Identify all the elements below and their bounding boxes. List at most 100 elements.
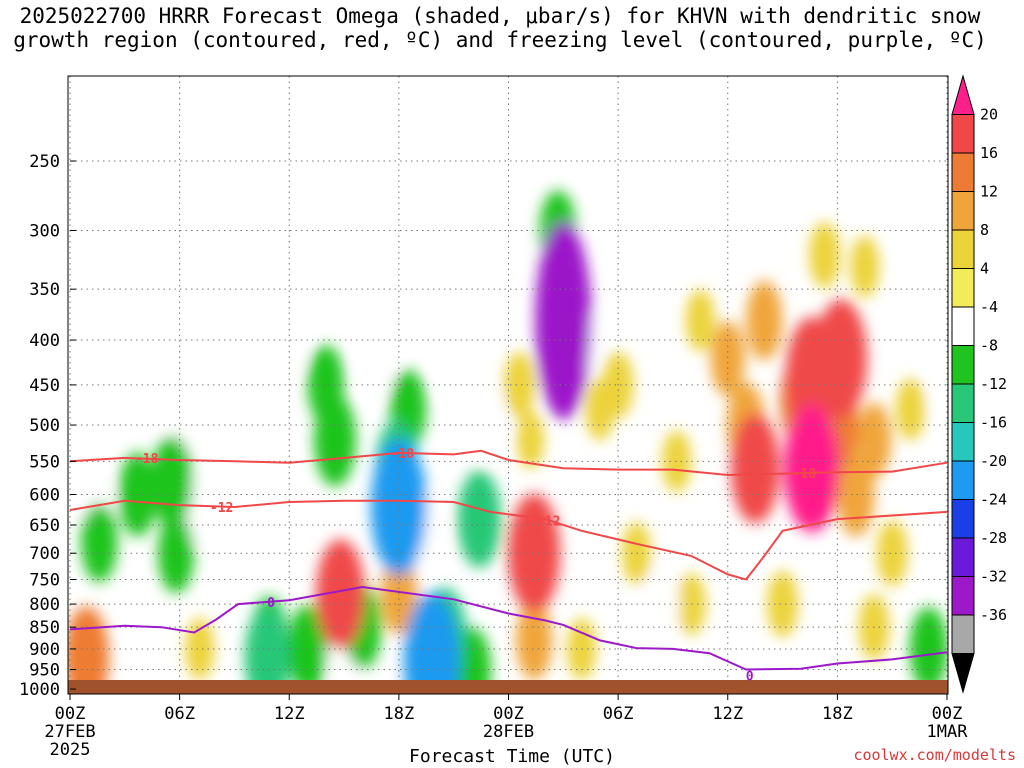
omega-cell: [850, 235, 880, 298]
y-tick-label: 550: [29, 452, 60, 472]
colorbar-band: [951, 499, 975, 539]
omega-cell: [438, 334, 470, 401]
colorbar-band: [951, 152, 975, 192]
omega-cell: [316, 539, 365, 650]
omega-cell: [244, 606, 290, 694]
chart-title: 2025022700 HRRR Forecast Omega (shaded, …: [0, 4, 1000, 52]
colorbar-band: [951, 383, 975, 423]
omega-cell: [151, 435, 194, 528]
colorbar-label: -12: [980, 375, 1007, 393]
y-tick-label: 600: [29, 485, 60, 505]
colorbar-label: 4: [980, 260, 989, 278]
y-tick-label: 450: [29, 376, 60, 396]
x-tick-label: 12Z: [274, 704, 305, 724]
y-tick-label: 850: [29, 618, 60, 638]
omega-cell: [535, 221, 592, 420]
x-tick-label: 18Z: [384, 704, 415, 724]
omega-cell: [746, 280, 783, 361]
contour-label: 0: [746, 670, 754, 685]
y-tick-label: 350: [29, 280, 60, 300]
colorbar-band: [951, 614, 975, 654]
contour-label: -12: [210, 501, 233, 516]
omega-cell: [370, 438, 427, 576]
x-tick-date: 28FEB: [483, 722, 534, 742]
omega-cell: [81, 502, 118, 582]
omega-cell: [255, 255, 287, 323]
colorbar-band: [951, 576, 975, 616]
colorbar-label: 16: [980, 144, 998, 162]
colorbar-label: 8: [980, 221, 989, 239]
x-tick-label: 00Z: [932, 704, 963, 724]
y-tick-label: 500: [29, 416, 60, 436]
omega-cell: [120, 325, 152, 392]
omega-cell: [185, 617, 215, 680]
omega-cell: [767, 570, 798, 638]
omega-cell: [504, 351, 535, 419]
contour-dgz-minus18: [69, 449, 948, 477]
colorbar-label: -32: [980, 568, 1007, 586]
omega-cell: [118, 452, 157, 537]
colorbar-band: [951, 460, 975, 500]
chart-title-line-1: 2025022700 HRRR Forecast Omega (shaded, …: [19, 4, 981, 28]
omega-cell: [457, 470, 501, 568]
colorbar-label: -20: [980, 452, 1007, 470]
x-tick-date: 27FEB: [44, 722, 95, 742]
contour-dgz-minus12: [69, 499, 948, 581]
colorbar-label: -28: [980, 529, 1007, 547]
colorbar-label: -16: [980, 414, 1007, 432]
contour-label: 0: [267, 596, 275, 611]
y-tick-label: 950: [29, 661, 60, 681]
colorbar-band: [951, 229, 975, 269]
omega-cell: [836, 452, 875, 537]
x-tick-label: 00Z: [493, 704, 524, 724]
colorbar-band: [951, 345, 975, 385]
colorbar-label: -36: [980, 606, 1007, 624]
credit-text: coolwx.com/modelts: [853, 746, 1016, 764]
colorbar-band: [951, 268, 975, 308]
y-tick-label: 900: [29, 640, 60, 660]
omega-cell: [516, 411, 545, 469]
y-tick-label: 1000: [19, 680, 60, 700]
colorbar-band: [951, 537, 975, 577]
y-tick-label: 250: [29, 152, 60, 172]
x-axis-label: Forecast Time (UTC): [409, 746, 615, 767]
omega-cell: [621, 522, 651, 585]
x-tick-label: 12Z: [712, 704, 743, 724]
x-tick-label: 00Z: [55, 704, 86, 724]
omega-cell: [403, 593, 460, 694]
contour-label: -18: [793, 467, 817, 482]
omega-cell: [783, 404, 840, 533]
y-tick-label: 400: [29, 331, 60, 351]
x-tick-label: 06Z: [164, 704, 195, 724]
omega-cell: [624, 233, 656, 300]
x-tick-label: 06Z: [603, 704, 634, 724]
omega-cell: [809, 221, 840, 289]
contour-freezing-level: [69, 585, 948, 671]
omega-cell: [895, 378, 925, 441]
x-tick-date: 1MAR: [927, 722, 969, 742]
contour-label: -18: [391, 447, 415, 462]
y-tick-label: 650: [29, 516, 60, 536]
contour-label: -18: [135, 452, 159, 467]
x-tick-label: 18Z: [822, 704, 853, 724]
omega-cell: [662, 430, 692, 493]
contour-label: -12: [537, 514, 560, 529]
omega-cell: [359, 321, 395, 397]
omega-cell: [730, 413, 780, 524]
x-tick-year: 2025: [50, 740, 91, 760]
colorbar-label: -8: [980, 337, 998, 355]
colorbar-band: [951, 653, 975, 694]
y-tick-label: 700: [29, 544, 60, 564]
y-tick-label: 750: [29, 570, 60, 590]
y-tick-label: 300: [29, 221, 60, 241]
y-tick-label: 800: [29, 595, 60, 615]
colorbar-band: [951, 422, 975, 462]
omega-cell: [507, 493, 561, 613]
colorbar-band: [951, 74, 975, 115]
colorbar-label: -24: [980, 491, 1007, 509]
omega-cell: [314, 393, 356, 487]
omega-cell: [473, 389, 507, 461]
omega-cell: [676, 573, 706, 636]
